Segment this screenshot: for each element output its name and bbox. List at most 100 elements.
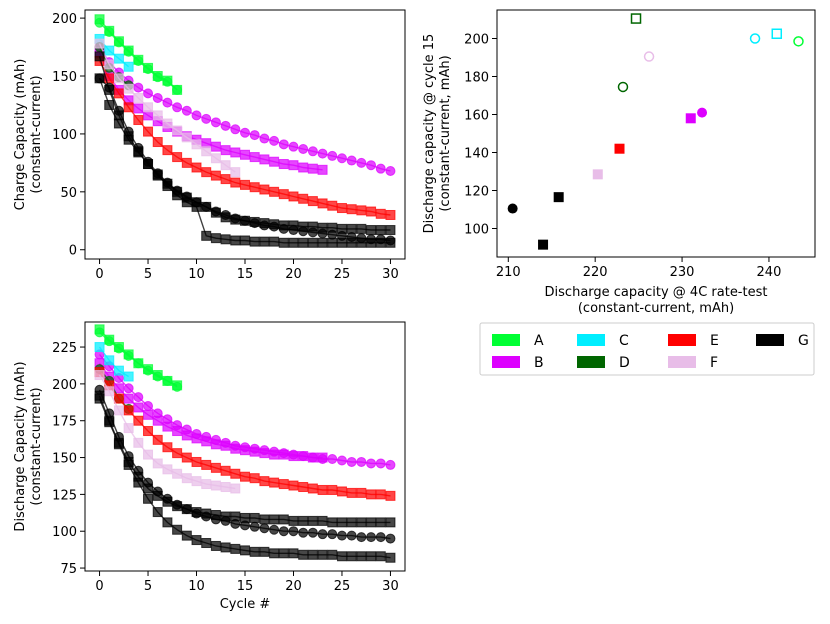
discharge-ylabel: (constant-current) bbox=[29, 387, 44, 505]
charge-point-F-square bbox=[201, 146, 212, 157]
discharge-point-G-square bbox=[317, 515, 328, 526]
discharge-ytick-label: 100 bbox=[52, 525, 77, 540]
discharge-point-B-square bbox=[259, 448, 270, 459]
discharge-point-E-square bbox=[249, 473, 260, 484]
charge-point-E-square bbox=[298, 193, 309, 204]
discharge-point-G-square bbox=[230, 511, 241, 522]
charge-xtick-label: 15 bbox=[237, 267, 254, 282]
discharge-point-B-circle bbox=[143, 400, 154, 411]
discharge-point-G-square bbox=[356, 517, 367, 528]
charge-point-E-square bbox=[123, 102, 134, 113]
charge-point-G-square-b bbox=[181, 192, 192, 203]
charge-ytick-label: 200 bbox=[52, 12, 77, 27]
legend-label-A: A bbox=[534, 333, 544, 349]
charge-point-B-circle bbox=[191, 110, 202, 121]
charge-point-G-square-b bbox=[143, 159, 154, 170]
discharge-xtick-label: 20 bbox=[285, 579, 302, 594]
discharge-point-G-square bbox=[385, 517, 396, 528]
discharge-point-G-square-b bbox=[240, 545, 250, 556]
charge-ylabel: (constant-current) bbox=[29, 75, 44, 193]
discharge-point-B-circle bbox=[375, 458, 386, 469]
charge-point-B-circle bbox=[356, 157, 367, 168]
discharge-xtick-label: 15 bbox=[237, 579, 254, 594]
charge-point-G-square bbox=[259, 236, 270, 247]
discharge-point-G-circle bbox=[269, 524, 280, 535]
legend-label-E: E bbox=[710, 333, 719, 349]
discharge-point-A-circle bbox=[113, 343, 124, 354]
charge-point-G-square-b bbox=[366, 225, 377, 236]
discharge-point-B-circle bbox=[366, 458, 377, 469]
discharge-point-E-square bbox=[346, 487, 357, 498]
charge-point-G-square-b bbox=[249, 216, 260, 227]
discharge-point-A-circle bbox=[94, 327, 105, 338]
charge-point-B-square bbox=[278, 159, 289, 170]
charge-xtick-label: 30 bbox=[382, 267, 399, 282]
discharge-point-G-square bbox=[307, 515, 318, 526]
charge-point-E-square bbox=[356, 205, 367, 216]
discharge-point-G-square-b bbox=[152, 507, 163, 518]
charge-point-E-square bbox=[385, 209, 396, 220]
charge-point-F-square bbox=[162, 118, 173, 129]
discharge-point-G-square-b bbox=[278, 548, 289, 559]
discharge-point-E-square bbox=[298, 482, 309, 493]
charge-point-B-square bbox=[259, 154, 270, 165]
discharge-point-B-square bbox=[240, 445, 250, 456]
scatter-point-B-9 bbox=[697, 107, 708, 118]
discharge-point-G-circle bbox=[259, 523, 270, 534]
discharge-point-E-square bbox=[201, 459, 212, 470]
charge-point-E-square bbox=[152, 137, 163, 148]
charge-point-B-square bbox=[220, 145, 231, 156]
discharge-point-B-square bbox=[278, 449, 289, 460]
discharge-point-E-square bbox=[327, 484, 338, 495]
charge-point-E-square bbox=[249, 182, 260, 193]
charge-point-B-square bbox=[298, 162, 309, 173]
charge-point-B-circle bbox=[366, 160, 377, 171]
charge-point-F-square bbox=[104, 59, 115, 70]
discharge-point-E-square bbox=[385, 490, 396, 501]
scatter-ytick-label: 100 bbox=[464, 223, 489, 238]
discharge-point-G-square bbox=[249, 512, 260, 523]
discharge-point-B-square bbox=[191, 433, 202, 444]
discharge-point-A-circle bbox=[123, 350, 134, 361]
legend-swatch-B bbox=[492, 356, 520, 368]
charge-point-G-square-b bbox=[298, 221, 309, 232]
discharge-point-G-square bbox=[143, 483, 154, 494]
charge-point-B-square bbox=[133, 103, 144, 114]
discharge-point-E-square bbox=[143, 426, 154, 437]
discharge-point-G-square bbox=[259, 514, 270, 525]
charge-point-G-square-b bbox=[307, 221, 318, 232]
scatter-point-A-12 bbox=[793, 36, 804, 47]
discharge-point-G-square-b bbox=[356, 551, 367, 562]
charge-point-B-circle bbox=[162, 97, 173, 108]
charge-point-B-square bbox=[210, 141, 221, 152]
discharge-point-G-square-b bbox=[172, 524, 183, 535]
charge-point-G-square bbox=[336, 237, 347, 248]
discharge-point-E-square bbox=[172, 448, 183, 459]
discharge-point-G-circle bbox=[278, 526, 289, 537]
charge-point-E-square bbox=[191, 162, 202, 173]
charge-point-E-square bbox=[307, 196, 318, 207]
charge-point-G-square-b bbox=[346, 223, 357, 234]
scatter-ylabel: (constant-current, mAh) bbox=[438, 55, 453, 211]
charge-point-B-circle bbox=[230, 124, 241, 135]
charge-point-G-square-b bbox=[162, 178, 173, 189]
charge-point-E-square bbox=[143, 126, 154, 137]
discharge-point-B-circle bbox=[385, 459, 396, 470]
discharge-point-G-square-b bbox=[210, 540, 221, 551]
discharge-point-B-square bbox=[123, 393, 134, 404]
discharge-xlabel: Cycle # bbox=[220, 597, 271, 612]
discharge-point-E-square bbox=[162, 442, 173, 453]
discharge-point-G-square bbox=[375, 517, 386, 528]
discharge-point-F-square bbox=[113, 405, 124, 416]
charge-xtick-label: 20 bbox=[285, 267, 302, 282]
legend-swatch-C bbox=[577, 334, 605, 346]
charge-point-F-square bbox=[181, 132, 192, 143]
charge-point-G-square bbox=[104, 99, 115, 110]
discharge-point-G-square bbox=[336, 517, 347, 528]
charge-point-B-circle bbox=[249, 130, 260, 141]
charge-ylabel: Charge Capacity (mAh) bbox=[13, 59, 28, 211]
charge-point-G-square bbox=[375, 237, 386, 248]
scatter-xtick-label: 230 bbox=[670, 265, 695, 280]
charge-point-E-square bbox=[133, 115, 144, 126]
